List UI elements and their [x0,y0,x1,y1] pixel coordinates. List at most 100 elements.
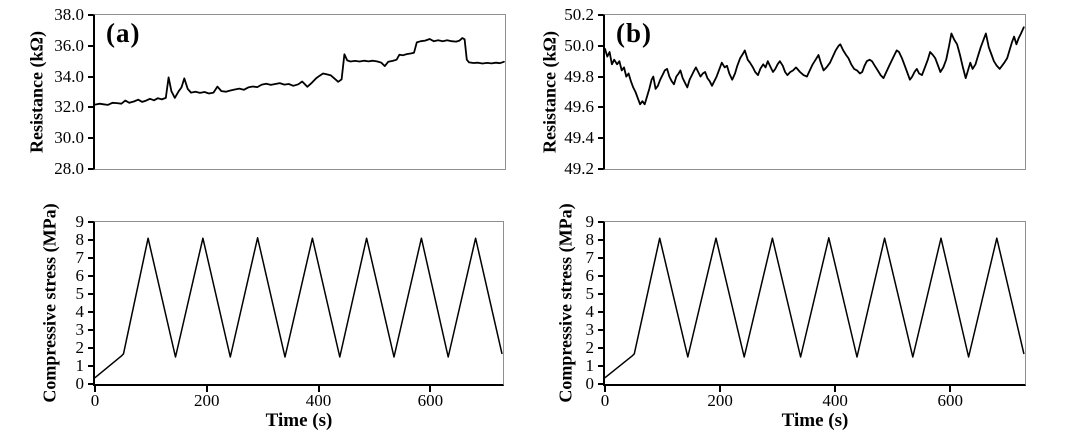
y-tick-mark [88,106,95,109]
y-tick-mark [88,275,95,277]
stress-line-chart [604,237,1025,379]
y-tick-label: 2 [75,338,85,357]
y-tick-label: 49.4 [564,128,594,148]
x-tick-label: 600 [937,391,963,410]
y-tick-label: 32.0 [54,97,84,117]
resistance-line-chart [604,26,1025,106]
y-tick-label: 30.0 [54,128,84,148]
y-tick-mark [598,168,605,170]
y-tick-mark [88,257,95,259]
y-tick-mark [88,44,95,47]
y-tick-label: 3 [585,320,595,339]
y-tick-mark [598,221,605,223]
x-tick-mark [94,386,96,392]
y-tick-label: 3 [75,320,85,339]
x-tick-mark [604,386,606,392]
y-tick-marks [598,14,605,170]
y-tick-mark [598,293,605,295]
y-tick-mark [88,75,95,78]
x-tick-mark [205,386,208,392]
y-tick-mark [598,137,605,140]
x-tick-mark [317,386,320,392]
x-tick-marks [604,386,1025,392]
y-tick-mark [88,311,95,313]
resistance-b-series-line [604,26,1025,106]
y-tick-label: 5 [585,284,595,303]
x-axis-title: Time (s) [265,410,333,431]
y-tick-mark [598,257,605,259]
x-tick-label: 0 [600,391,610,410]
x-tick-mark [834,386,837,392]
y-tick-label: 5 [75,284,85,303]
y-tick-mark [88,383,95,385]
y-tick-mark [598,347,605,349]
y-tick-mark [598,275,605,277]
y-tick-label: 1 [585,356,595,375]
y-tick-label: 8 [75,230,85,249]
plot-area: (a) [93,14,506,170]
x-tick-marks [94,386,503,392]
x-tick-labels: 0 200 400 600 [91,391,503,411]
x-axis-title: Time (s) [781,410,849,431]
y-tick-label: 8 [585,230,595,249]
y-tick-label: 4 [585,302,595,321]
y-tick-mark [88,221,95,223]
y-tick-label: 28.0 [54,159,84,178]
y-tick-mark [598,75,605,78]
resistance-line-chart [94,37,505,106]
y-tick-label: 4 [75,302,85,321]
y-tick-label: 49.8 [564,66,594,86]
y-tick-label: 50.2 [564,5,594,24]
y-tick-mark [88,365,95,367]
y-tick-label: 34.0 [54,66,84,86]
y-tick-label: 9 [585,212,595,231]
plot-area [93,221,504,386]
y-tick-label: 9 [75,212,85,231]
y-tick-mark [598,365,605,367]
y-tick-mark [88,293,95,295]
y-tick-mark [88,239,95,241]
y-tick-label: 2 [585,338,595,357]
y-tick-mark [88,347,95,349]
x-tick-mark [429,386,432,392]
y-tick-mark [88,137,95,140]
y-tick-label: 49.6 [564,97,594,117]
y-tick-label: 6 [585,266,595,285]
panel-label: (b) [616,18,652,48]
y-tick-marks [88,221,95,385]
y-tick-mark [598,14,605,16]
y-tick-mark [598,44,605,47]
x-tick-mark [719,386,722,392]
y-tick-marks [88,14,95,170]
y-tick-labels: 38.0 36.0 34.0 32.0 30.0 28.0 [34,5,84,178]
x-tick-label: 400 [822,391,848,410]
y-tick-mark [598,106,605,109]
y-tick-mark [88,168,95,170]
y-tick-labels: 50.2 50.0 49.8 49.6 49.4 49.2 [544,5,594,178]
stress-line-chart [94,237,503,379]
x-tick-mark [949,386,952,392]
y-tick-mark [88,14,95,16]
plot-area [603,221,1026,386]
panel-label: (a) [106,18,141,48]
y-tick-label: 7 [75,248,85,267]
x-tick-label: 200 [194,391,220,410]
y-tick-label: 0 [585,374,595,393]
y-tick-label: 49.2 [564,159,594,178]
y-tick-marks [598,221,605,385]
stress-a-series-line [94,237,503,379]
x-tick-label: 0 [90,391,100,410]
y-tick-mark [598,383,605,385]
y-tick-mark [88,329,95,331]
y-tick-label: 6 [75,266,85,285]
x-tick-labels: 0 200 400 600 [601,391,1025,411]
x-tick-label: 400 [305,391,332,410]
y-tick-label: 50.0 [564,35,594,55]
y-tick-label: 38.0 [54,5,84,24]
